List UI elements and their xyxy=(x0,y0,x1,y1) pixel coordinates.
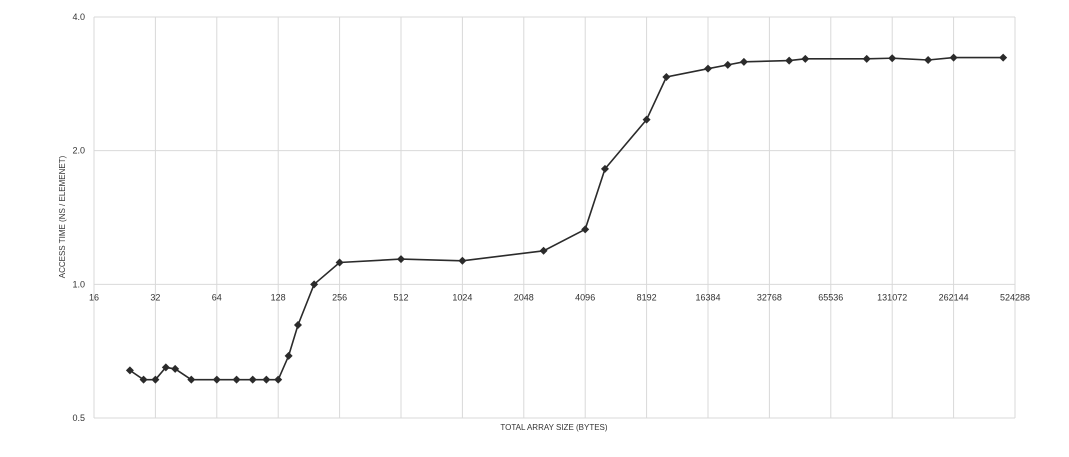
y-tick-label: 1.0 xyxy=(72,279,85,289)
x-tick-label: 65536 xyxy=(818,292,843,302)
x-tick-label: 32768 xyxy=(757,292,782,302)
x-tick-label: 2048 xyxy=(514,292,534,302)
data-point-marker xyxy=(125,366,134,375)
data-point-marker xyxy=(232,375,241,384)
data-point-marker xyxy=(539,246,548,255)
x-tick-label: 4096 xyxy=(575,292,595,302)
x-tick-label: 16 xyxy=(89,292,99,302)
x-tick-label: 524288 xyxy=(1000,292,1030,302)
data-point-marker xyxy=(662,73,671,82)
y-tick-label: 4.0 xyxy=(72,12,85,22)
data-point-marker xyxy=(161,363,170,372)
data-point-marker xyxy=(999,53,1008,62)
data-point-marker xyxy=(924,56,933,65)
data-point-marker xyxy=(397,255,405,264)
data-point-marker xyxy=(581,225,590,234)
data-point-marker xyxy=(785,56,794,65)
data-point-marker xyxy=(262,375,271,384)
x-tick-label: 128 xyxy=(271,292,286,302)
data-point-marker xyxy=(248,375,257,384)
data-point-marker xyxy=(335,258,344,267)
data-point-marker xyxy=(151,375,160,384)
data-point-marker xyxy=(139,375,148,384)
x-tick-label: 64 xyxy=(212,292,222,302)
data-point-marker xyxy=(642,115,651,124)
data-point-marker xyxy=(739,57,748,66)
y-tick-label: 0.5 xyxy=(72,413,85,423)
data-point-marker xyxy=(949,53,958,62)
data-point-marker xyxy=(458,256,467,265)
x-tick-label: 1024 xyxy=(452,292,472,302)
data-point-marker xyxy=(187,375,196,384)
data-point-marker xyxy=(723,60,732,69)
y-tick-label: 2.0 xyxy=(72,146,85,156)
y-axis-tick-labels: 0.5 1.0 2.0 4.0 xyxy=(72,12,85,423)
x-tick-label: 256 xyxy=(332,292,347,302)
x-tick-label: 32 xyxy=(150,292,160,302)
data-point-marker xyxy=(862,54,871,63)
x-tick-label: 16384 xyxy=(695,292,720,302)
x-tick-label: 131072 xyxy=(877,292,907,302)
data-point-marker xyxy=(212,375,221,384)
data-point-marker xyxy=(171,364,180,373)
data-point-marker xyxy=(284,351,293,360)
x-tick-label: 8192 xyxy=(637,292,657,302)
data-point-marker xyxy=(704,64,712,73)
x-tick-label: 512 xyxy=(393,292,408,302)
data-point-marker xyxy=(600,164,609,173)
data-point-marker xyxy=(801,54,810,63)
series xyxy=(125,53,1008,384)
x-axis-tick-labels: 16 32 64 128 256 512 1024 2048 4096 8192 16384 3276… xyxy=(89,292,1030,302)
data-point-marker xyxy=(274,375,283,384)
gridlines xyxy=(93,16,1016,419)
data-point-marker xyxy=(310,280,319,289)
x-tick-label: 262144 xyxy=(939,292,969,302)
data-point-marker xyxy=(888,54,897,63)
series-line xyxy=(129,56,1004,381)
x-axis-title: TOTAL ARRAY SIZE (BYTES) xyxy=(500,423,607,432)
y-axis-title: ACCESS TIME (NS / ELEMENET) xyxy=(58,155,67,278)
data-point-marker xyxy=(293,320,302,329)
